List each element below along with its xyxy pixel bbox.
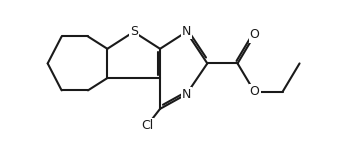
Text: O: O (250, 85, 260, 98)
Text: N: N (182, 25, 191, 38)
Text: O: O (250, 28, 260, 41)
Text: Cl: Cl (141, 119, 153, 132)
Text: N: N (182, 88, 191, 101)
Text: S: S (130, 25, 138, 38)
